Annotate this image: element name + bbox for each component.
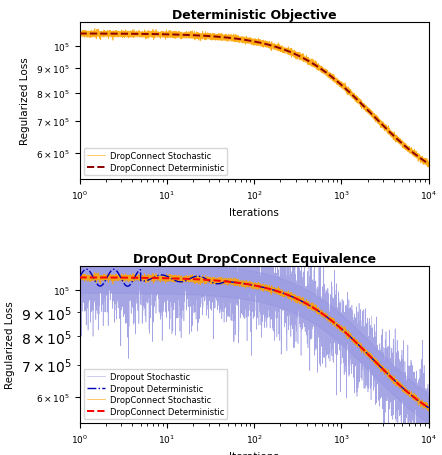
- DropConnect Stochastic: [304, 297, 309, 303]
- DropConnect Deterministic: [426, 162, 431, 167]
- DropConnect Stochastic: [286, 294, 292, 299]
- Y-axis label: Regularized Loss: Regularized Loss: [20, 57, 30, 145]
- DropConnect Stochastic: [338, 82, 343, 88]
- Line: DropConnect Deterministic: DropConnect Deterministic: [80, 278, 429, 408]
- DropConnect Stochastic: [364, 106, 370, 111]
- X-axis label: Iterations: Iterations: [229, 451, 279, 455]
- DropConnect Stochastic: [77, 275, 82, 280]
- Legend: Dropout Stochastic, Dropout Deterministic, DropConnect Stochastic, DropConnect D: Dropout Stochastic, Dropout Deterministi…: [84, 369, 227, 419]
- DropConnect Stochastic: [210, 280, 216, 286]
- DropConnect Stochastic: [426, 165, 431, 171]
- DropConnect Deterministic: [304, 301, 309, 307]
- Line: DropConnect Stochastic: DropConnect Stochastic: [80, 30, 429, 168]
- Dropout Deterministic: [338, 325, 343, 331]
- Line: DropConnect Deterministic: DropConnect Deterministic: [80, 35, 429, 165]
- DropConnect Deterministic: [337, 325, 343, 331]
- Dropout Deterministic: [84, 267, 89, 272]
- DropConnect Stochastic: [92, 270, 98, 275]
- Title: Deterministic Objective: Deterministic Objective: [172, 9, 336, 21]
- Line: Dropout Stochastic: Dropout Stochastic: [80, 217, 429, 455]
- Dropout Deterministic: [304, 302, 309, 307]
- Line: Dropout Deterministic: Dropout Deterministic: [80, 269, 429, 408]
- DropConnect Deterministic: [337, 82, 343, 87]
- Dropout Stochastic: [364, 350, 370, 355]
- DropConnect Stochastic: [426, 408, 431, 414]
- DropConnect Stochastic: [77, 31, 82, 37]
- Dropout Stochastic: [338, 299, 343, 305]
- Dropout Deterministic: [286, 293, 292, 298]
- DropConnect Stochastic: [364, 349, 370, 355]
- DropConnect Stochastic: [210, 37, 216, 42]
- DropConnect Deterministic: [77, 32, 82, 37]
- DropConnect Stochastic: [92, 27, 98, 32]
- DropConnect Deterministic: [364, 350, 370, 356]
- Y-axis label: Regularized Loss: Regularized Loss: [5, 301, 15, 389]
- DropConnect Deterministic: [210, 278, 216, 283]
- X-axis label: Iterations: Iterations: [229, 207, 279, 217]
- Dropout Deterministic: [141, 278, 146, 284]
- Dropout Stochastic: [426, 394, 431, 399]
- DropConnect Stochastic: [141, 273, 146, 279]
- DropConnect Stochastic: [141, 30, 146, 35]
- Dropout Deterministic: [426, 405, 431, 410]
- DropConnect Deterministic: [140, 275, 145, 281]
- Legend: DropConnect Stochastic, DropConnect Deterministic: DropConnect Stochastic, DropConnect Dete…: [84, 148, 227, 176]
- Dropout Stochastic: [304, 308, 309, 313]
- DropConnect Stochastic: [338, 326, 343, 331]
- DropConnect Stochastic: [286, 51, 292, 56]
- Dropout Stochastic: [77, 268, 82, 274]
- DropConnect Deterministic: [210, 35, 216, 40]
- Dropout Stochastic: [286, 307, 292, 312]
- Dropout Stochastic: [141, 259, 146, 265]
- DropConnect Deterministic: [426, 405, 431, 410]
- Dropout Stochastic: [137, 214, 142, 220]
- DropConnect Deterministic: [77, 275, 82, 281]
- DropConnect Stochastic: [304, 54, 309, 59]
- DropConnect Deterministic: [286, 50, 292, 55]
- Title: DropOut DropConnect Equivalence: DropOut DropConnect Equivalence: [133, 252, 376, 265]
- Dropout Stochastic: [210, 285, 216, 290]
- Line: DropConnect Stochastic: DropConnect Stochastic: [80, 273, 429, 411]
- Dropout Deterministic: [364, 350, 370, 356]
- DropConnect Deterministic: [286, 293, 292, 298]
- DropConnect Deterministic: [364, 107, 370, 112]
- Dropout Deterministic: [210, 280, 216, 286]
- Dropout Deterministic: [77, 275, 82, 281]
- DropConnect Deterministic: [140, 32, 145, 38]
- DropConnect Deterministic: [304, 58, 309, 64]
